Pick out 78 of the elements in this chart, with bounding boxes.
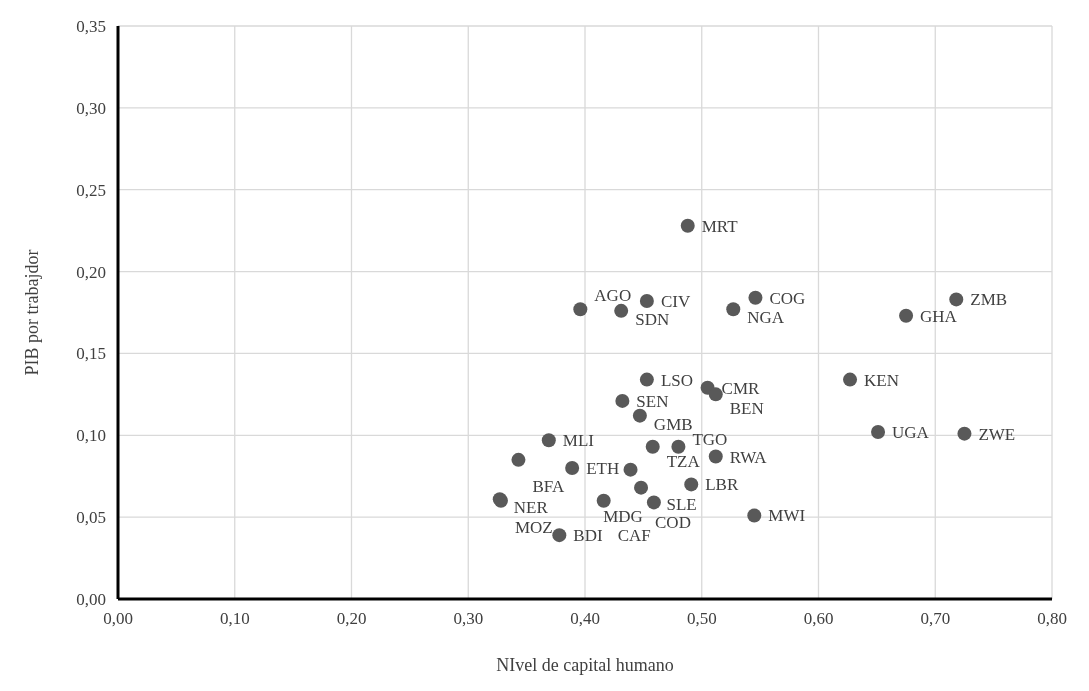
point: [639, 372, 654, 387]
point: [957, 426, 972, 441]
y-tick-label: 0,05: [76, 508, 106, 528]
annotation: SLE: [666, 494, 697, 514]
annotation: NGA: [747, 308, 785, 328]
y-tick-label: 0,30: [76, 98, 106, 118]
point: [541, 433, 556, 448]
annotation: RWA: [729, 447, 768, 467]
point: [623, 462, 638, 477]
y-tick-label: 0,25: [76, 180, 106, 200]
point: [748, 290, 763, 305]
x-tick-label: 0,60: [803, 609, 834, 628]
x-tick-label: 0,80: [1037, 609, 1067, 628]
x-tick-label: 0,30: [453, 609, 484, 628]
point: [511, 452, 526, 467]
annotation: LSO: [660, 370, 693, 390]
annotation: ZMB: [970, 290, 1008, 310]
annotation: MWI: [768, 506, 806, 526]
annotation: COG: [769, 288, 806, 308]
annotation: MRT: [701, 216, 739, 236]
x-tick-label: 0,70: [920, 609, 951, 628]
annotation: LBR: [705, 475, 739, 495]
annotation: BDI: [573, 526, 603, 546]
annotation: KEN: [864, 370, 899, 390]
annotation: GMB: [653, 414, 693, 434]
annotation: ZWE: [978, 424, 1016, 444]
annotation: COD: [655, 512, 691, 532]
annotation: AGO: [594, 286, 632, 306]
x-tick-label: 0,50: [686, 609, 717, 628]
annotation: CIV: [660, 291, 691, 311]
point: [726, 302, 741, 317]
point: [565, 461, 580, 476]
annotation: MLI: [562, 431, 595, 451]
point: [843, 372, 858, 387]
point: [634, 480, 649, 495]
y-tick-label: 0,20: [76, 262, 106, 282]
point: [871, 425, 886, 440]
annotation: TZA: [666, 451, 701, 471]
point: [708, 449, 723, 464]
annotation: SDN: [635, 309, 670, 329]
point: [573, 302, 588, 317]
y-axis-title: PIB por trabajdor: [22, 249, 42, 376]
annotation: CAF: [617, 525, 651, 545]
y-tick-label: 0,35: [76, 16, 106, 36]
point: [614, 303, 629, 318]
y-tick-label: 0,10: [76, 426, 106, 446]
point: [684, 477, 699, 492]
annotation: BEN: [729, 399, 764, 419]
point: [552, 528, 567, 543]
point: [899, 308, 914, 323]
y-tick-label: 0,15: [76, 344, 106, 364]
point: [747, 508, 762, 523]
point: [949, 292, 964, 307]
x-tick-label: 0,20: [336, 609, 367, 628]
x-axis-title: NIvel de capital humano: [496, 655, 674, 675]
x-tick-label: 0,10: [219, 609, 250, 628]
annotation: GHA: [920, 306, 958, 326]
annotation: CMR: [721, 378, 761, 398]
point: [671, 439, 686, 454]
x-tick-label: 0,00: [103, 609, 133, 628]
point: [596, 493, 611, 508]
point: [708, 387, 723, 402]
annotation: MDG: [603, 507, 643, 527]
point: [680, 218, 695, 233]
y-tick-label: 0,00: [76, 589, 106, 609]
annotation: UGA: [892, 422, 930, 442]
point: [646, 495, 661, 510]
annotation: NER: [513, 498, 549, 518]
point: [639, 294, 654, 309]
annotation: MOZ: [514, 517, 553, 537]
point: [645, 439, 660, 454]
annotation: TGO: [692, 429, 728, 449]
annotation: SEN: [636, 391, 669, 411]
point: [615, 393, 630, 408]
annotation: BFA: [532, 476, 565, 496]
x-tick-label: 0,40: [570, 609, 600, 628]
annotation: ETH: [586, 458, 620, 478]
point: [632, 408, 647, 423]
